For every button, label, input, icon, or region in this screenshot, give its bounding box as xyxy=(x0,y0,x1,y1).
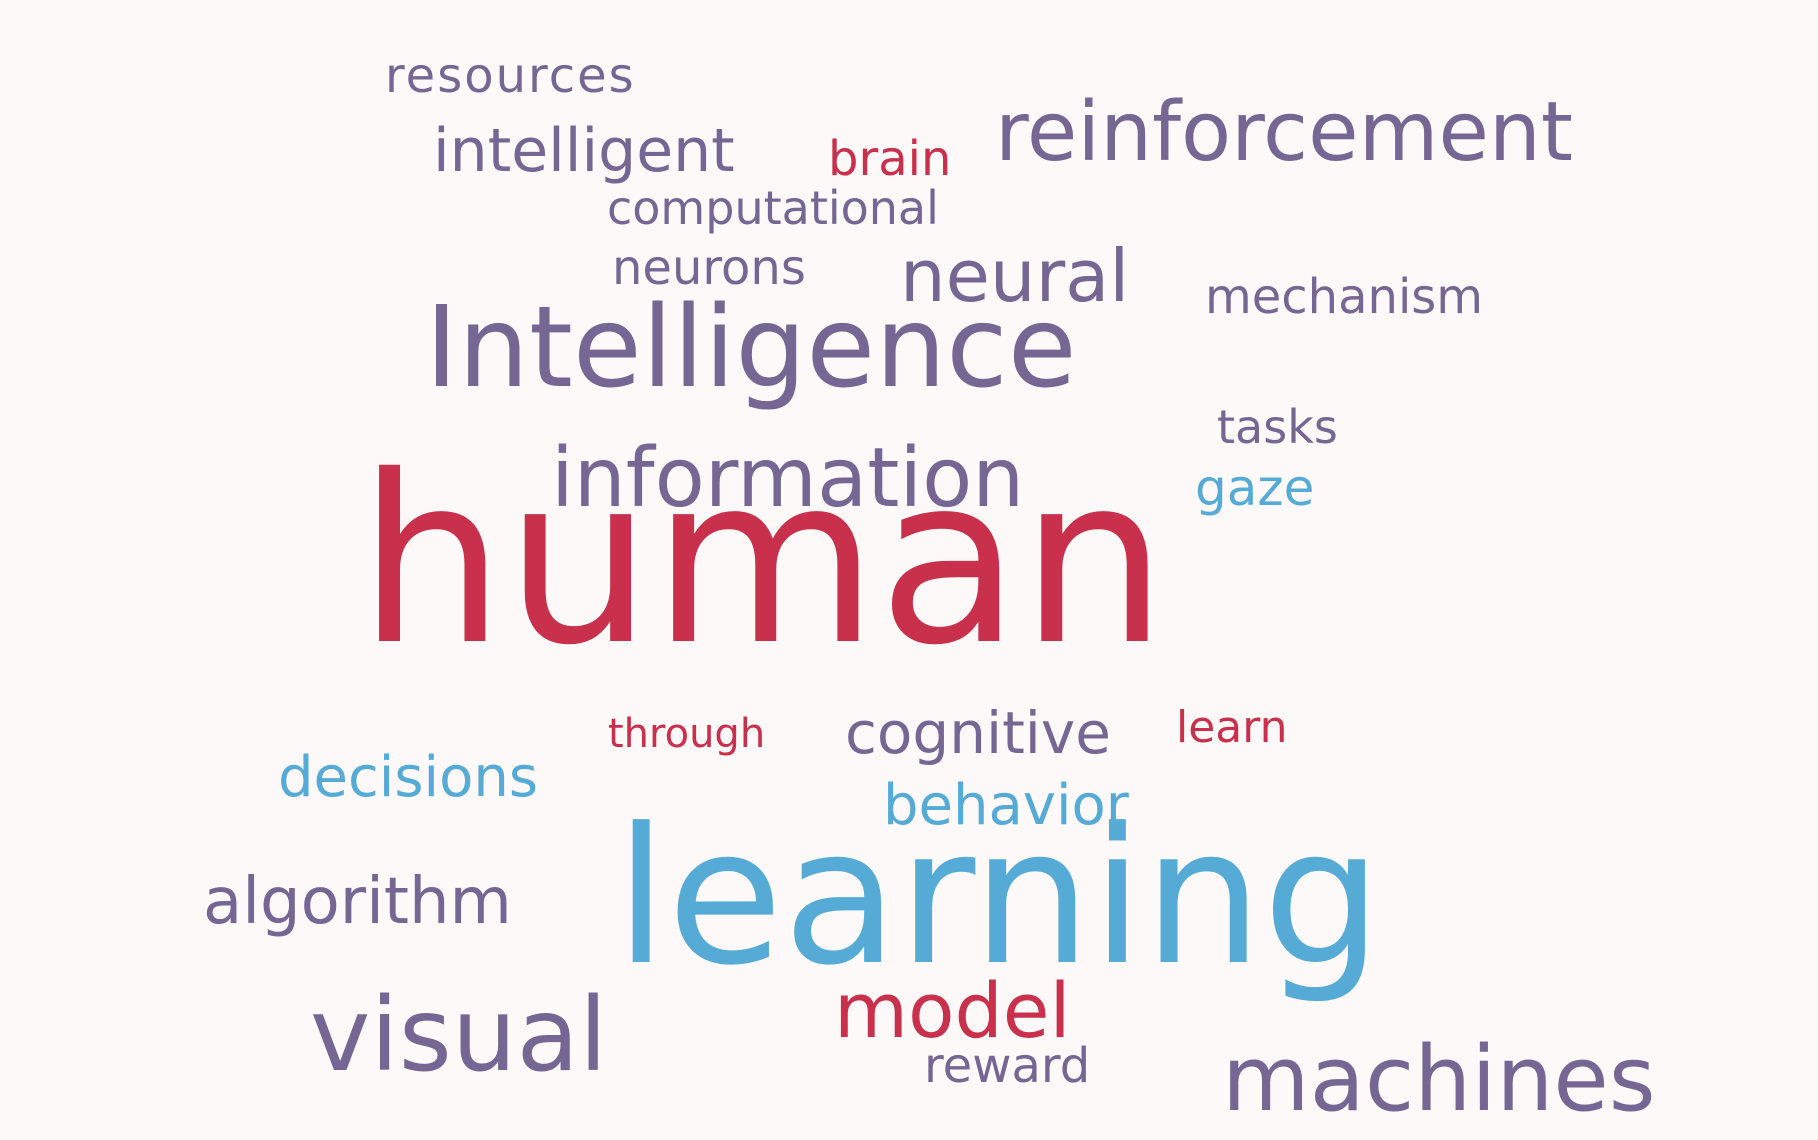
word-information: information xyxy=(551,431,1025,526)
word-visual: visual xyxy=(310,976,608,1095)
word-resources: resources xyxy=(385,48,636,104)
word-mechanism: mechanism xyxy=(1205,269,1484,325)
word-algorithm: algorithm xyxy=(203,865,512,939)
word-gaze: gaze xyxy=(1195,459,1315,517)
word-learn: learn xyxy=(1176,702,1288,753)
word-tasks: tasks xyxy=(1217,400,1338,454)
word-computational: computational xyxy=(607,181,939,235)
word-model: model xyxy=(834,966,1071,1055)
word-reinforcement: reinforcement xyxy=(995,85,1574,180)
word-cognitive: cognitive xyxy=(845,699,1111,767)
word-human: human xyxy=(358,426,1168,696)
word-intelligence-capitalized: Intelligence xyxy=(425,283,1077,413)
word-behavior: behavior xyxy=(883,773,1129,838)
word-neural: neural xyxy=(900,234,1130,318)
word-intelligent: intelligent xyxy=(433,116,735,186)
word-through: through xyxy=(608,711,766,757)
word-reward: reward xyxy=(924,1038,1091,1094)
word-brain: brain xyxy=(828,131,952,187)
word-machines: machines xyxy=(1222,1027,1656,1132)
word-decisions: decisions xyxy=(278,745,539,810)
word-learning: learning xyxy=(615,788,1382,1007)
word-neurons: neurons xyxy=(612,240,806,296)
